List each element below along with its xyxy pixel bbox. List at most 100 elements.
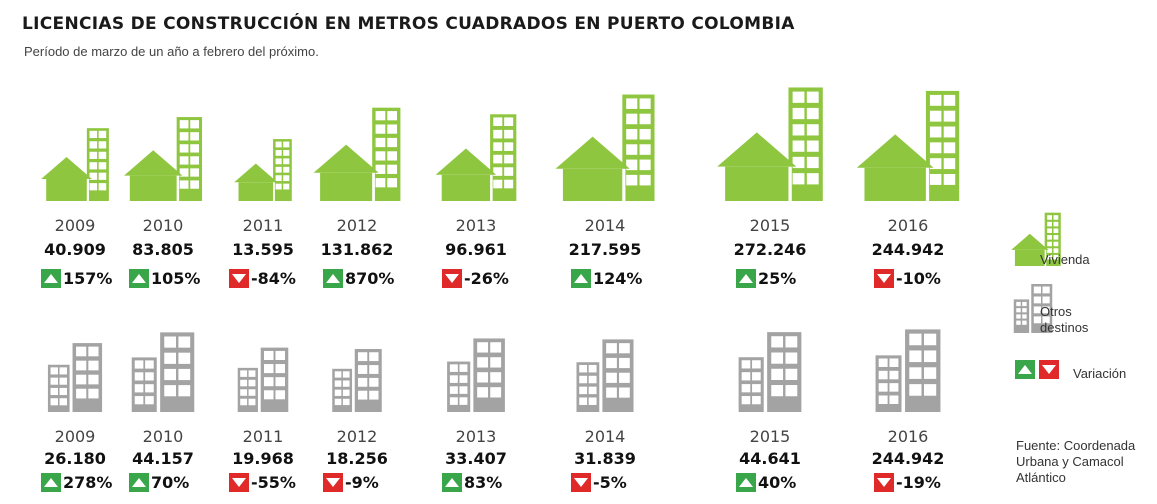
source-line1: Fuente: Coordenada: [1016, 438, 1136, 453]
otros-value-2012: 18.256: [326, 449, 388, 468]
vivienda-bar-2009: [41, 128, 109, 201]
otros-variation-2016: -19%: [874, 472, 941, 492]
otros-bar-2010: [131, 332, 195, 412]
legend-down-arrow-icon: [1039, 360, 1059, 379]
otros-value-2015: 44.641: [739, 449, 801, 468]
otros-year-2009: 2009: [54, 427, 96, 446]
otros-year-2015: 2015: [749, 427, 791, 446]
arrow-down-icon: [874, 472, 894, 492]
vivienda-variation-2012: 870%: [323, 268, 394, 288]
otros-year-2014: 2014: [584, 427, 626, 446]
variation-label: 157%: [63, 268, 113, 288]
otros-bar-2009: [47, 343, 103, 412]
vivienda-variation-2011: -84%: [229, 268, 296, 288]
vivienda-bar-2013: [435, 114, 517, 201]
otros-bar-2011: [237, 347, 289, 412]
legend-otros-icon: [1013, 284, 1053, 333]
otros-variation-2011: -55%: [229, 472, 296, 492]
legend-up-arrow-icon: [1015, 360, 1035, 379]
otros-variation-2015: 40%: [736, 472, 796, 492]
legend-vivienda-label: Vivienda: [1040, 252, 1090, 267]
vivienda-variation-2015: 25%: [736, 268, 796, 288]
legend-vivienda-icon: [1011, 212, 1061, 266]
vivienda-year-2012: 2012: [336, 216, 378, 235]
vivienda-variation-2013: -26%: [442, 268, 509, 288]
vivienda-variation-2016: -10%: [874, 268, 941, 288]
variation-label: -5%: [593, 472, 627, 492]
vivienda-year-2011: 2011: [242, 216, 284, 235]
variation-label: 105%: [151, 268, 201, 288]
otros-variation-2014: -5%: [571, 472, 627, 492]
variation-label: 70%: [151, 472, 190, 492]
variation-label: -10%: [896, 268, 941, 288]
source-line3: Atlántico: [1016, 470, 1066, 485]
otros-value-2013: 33.407: [445, 449, 507, 468]
vivienda-value-2011: 13.595: [232, 240, 294, 259]
variation-label: 870%: [345, 268, 395, 288]
vivienda-bar-2011: [234, 139, 292, 201]
otros-bar-2016: [875, 329, 941, 412]
otros-value-2011: 19.968: [232, 449, 294, 468]
arrow-up-icon: [129, 472, 149, 492]
variation-label: 25%: [758, 268, 797, 288]
arrow-down-icon: [229, 268, 249, 288]
legend-variation-swatches: [1015, 360, 1059, 379]
otros-bar-2013: [447, 338, 505, 412]
vivienda-value-2009: 40.909: [44, 240, 106, 259]
otros-value-2009: 26.180: [44, 449, 106, 468]
otros-variation-2009: 278%: [41, 472, 112, 492]
arrow-up-icon: [442, 472, 462, 492]
vivienda-bar-2015: [717, 87, 823, 201]
arrow-up-icon: [736, 472, 756, 492]
legend-otros-line1: Otros: [1040, 304, 1072, 319]
otros-variation-2012: -9%: [323, 472, 379, 492]
otros-bar-2012: [332, 349, 382, 412]
vivienda-year-2010: 2010: [142, 216, 184, 235]
variation-label: 83%: [464, 472, 503, 492]
source-note: Fuente: Coordenada Urbana y Camacol Atlá…: [1016, 438, 1156, 486]
otros-year-2013: 2013: [455, 427, 497, 446]
vivienda-value-2015: 272.246: [733, 240, 807, 259]
chart-subtitle: Período de marzo de un año a febrero del…: [24, 44, 319, 59]
legend-otros-label: Otros destinos: [1040, 304, 1088, 336]
chart-title: LICENCIAS DE CONSTRUCCIÓN EN METROS CUAD…: [22, 14, 795, 34]
vivienda-value-2013: 96.961: [445, 240, 507, 259]
vivienda-value-2010: 83.805: [132, 240, 194, 259]
vivienda-bar-2016: [856, 90, 960, 201]
arrow-up-icon: [41, 268, 61, 288]
otros-bar-2014: [576, 339, 634, 412]
variation-label: 278%: [63, 472, 113, 492]
otros-year-2010: 2010: [142, 427, 184, 446]
variation-label: -84%: [251, 268, 296, 288]
arrow-down-icon: [229, 472, 249, 492]
otros-bar-2015: [738, 332, 802, 412]
source-line2: Urbana y Camacol: [1016, 454, 1124, 469]
legend-variacion-label: Variación: [1073, 366, 1127, 381]
vivienda-year-2013: 2013: [455, 216, 497, 235]
vivienda-bar-2014: [555, 94, 655, 201]
variation-label: -19%: [896, 472, 941, 492]
arrow-up-icon: [323, 268, 343, 288]
arrow-down-icon: [323, 472, 343, 492]
otros-variation-2010: 70%: [129, 472, 189, 492]
vivienda-year-2015: 2015: [749, 216, 791, 235]
vivienda-year-2016: 2016: [887, 216, 929, 235]
vivienda-variation-2010: 105%: [129, 268, 200, 288]
otros-year-2012: 2012: [336, 427, 378, 446]
arrow-down-icon: [571, 472, 591, 492]
arrow-up-icon: [129, 268, 149, 288]
variation-label: -55%: [251, 472, 296, 492]
vivienda-year-2009: 2009: [54, 216, 96, 235]
variation-label: 124%: [593, 268, 643, 288]
vivienda-value-2012: 131.862: [320, 240, 394, 259]
vivienda-bar-2012: [313, 107, 401, 201]
vivienda-variation-2009: 157%: [41, 268, 112, 288]
vivienda-value-2014: 217.595: [568, 240, 642, 259]
arrow-down-icon: [442, 268, 462, 288]
arrow-up-icon: [736, 268, 756, 288]
arrow-up-icon: [571, 268, 591, 288]
vivienda-year-2014: 2014: [584, 216, 626, 235]
vivienda-variation-2014: 124%: [571, 268, 642, 288]
variation-label: -26%: [464, 268, 509, 288]
